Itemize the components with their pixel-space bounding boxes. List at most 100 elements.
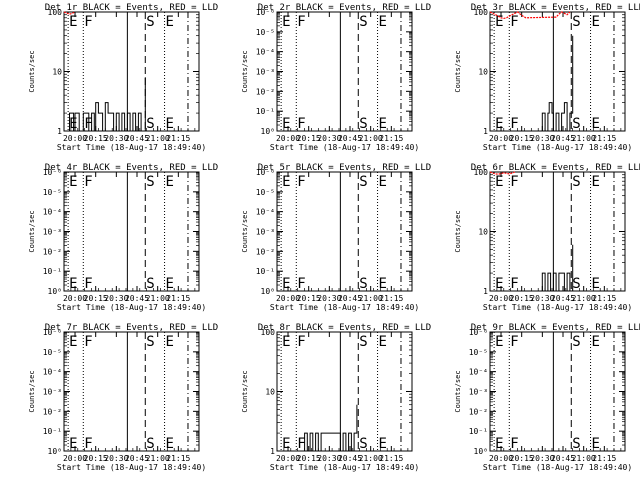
y-tick-label: 10⁻⁴ bbox=[256, 208, 275, 217]
marker-label: F bbox=[297, 116, 305, 132]
panel-title: Det 2r BLACK = Events, RED = LLD bbox=[258, 3, 431, 13]
x-tick-label: 20:00 bbox=[276, 134, 300, 143]
x-tick-label: 20:45 bbox=[125, 454, 149, 463]
x-tick-label: 20:15 bbox=[297, 134, 321, 143]
x-tick-label: 20:45 bbox=[338, 294, 362, 303]
panel-det-2r: Det 2r BLACK = Events, RED = LLD 10⁰ 10⁻¹ 1… bbox=[241, 3, 431, 152]
y-axis-label: Counts/sec bbox=[28, 50, 36, 92]
lld-series-line bbox=[489, 171, 516, 175]
x-tick-label: 20:45 bbox=[338, 134, 362, 143]
marker-label: S bbox=[146, 116, 154, 132]
panel-title: Det 1r BLACK = Events, RED = LLD bbox=[45, 3, 218, 13]
y-tick-label: 1 bbox=[483, 287, 488, 296]
x-tick-label: 20:30 bbox=[530, 134, 554, 143]
y-tick-label: 10 bbox=[478, 68, 488, 77]
marker-label: E bbox=[282, 436, 290, 452]
marker-label: E bbox=[495, 14, 503, 30]
marker-label: E bbox=[69, 174, 77, 190]
marker-label: F bbox=[510, 436, 518, 452]
x-tick-label: 21:15 bbox=[592, 134, 616, 143]
marker-label: E bbox=[379, 436, 387, 452]
y-tick-label: 10⁻⁴ bbox=[469, 368, 488, 377]
marker-label: E bbox=[166, 14, 174, 30]
marker-label: S bbox=[572, 14, 580, 30]
y-tick-label: 100 bbox=[474, 8, 489, 17]
marker-label: S bbox=[572, 276, 580, 292]
y-tick-label: 10⁻¹ bbox=[256, 267, 275, 276]
marker-label: F bbox=[510, 276, 518, 292]
y-tick-label: 10⁻² bbox=[469, 407, 488, 416]
marker-label: F bbox=[84, 14, 92, 30]
y-tick-label: 10⁻¹ bbox=[469, 427, 488, 436]
marker-label: E bbox=[69, 14, 77, 30]
panel-det-3r: Det 3r BLACK = Events, RED = LLD 1 10 100 20… bbox=[454, 3, 640, 152]
y-tick-label: 10⁰ bbox=[48, 447, 62, 456]
x-tick-label: 21:00 bbox=[359, 294, 383, 303]
x-axis-label: Start Time (18-Aug-17 18:49:40) bbox=[57, 463, 206, 472]
marker-label: F bbox=[297, 14, 305, 30]
x-tick-label: 20:45 bbox=[551, 454, 575, 463]
marker-label: S bbox=[359, 334, 367, 350]
x-axis-label: Start Time (18-Aug-17 18:49:40) bbox=[270, 143, 419, 152]
x-tick-label: 20:45 bbox=[125, 134, 149, 143]
panel-det-8r: Det 8r BLACK = Events, RED = LLD 1 10 100 20… bbox=[241, 323, 431, 472]
y-tick-label: 10⁻³ bbox=[256, 228, 275, 237]
x-tick-label: 21:00 bbox=[146, 294, 170, 303]
y-tick-label: 10⁻⁵ bbox=[256, 28, 275, 37]
y-tick-label: 10⁻³ bbox=[43, 388, 62, 397]
marker-label: E bbox=[379, 174, 387, 190]
marker-label: E bbox=[69, 334, 77, 350]
x-axis-label: Start Time (18-Aug-17 18:49:40) bbox=[57, 303, 206, 312]
y-axis-label: Counts/sec bbox=[241, 210, 249, 252]
marker-label: E bbox=[282, 116, 290, 132]
x-tick-label: 21:00 bbox=[572, 454, 596, 463]
y-tick-label: 10⁻³ bbox=[43, 228, 62, 237]
y-tick-label: 10⁻¹ bbox=[256, 107, 275, 116]
y-tick-label: 10⁻¹ bbox=[43, 267, 62, 276]
x-tick-label: 20:30 bbox=[317, 454, 341, 463]
y-tick-label: 10⁻² bbox=[43, 407, 62, 416]
x-tick-label: 20:15 bbox=[297, 454, 321, 463]
marker-label: E bbox=[592, 334, 600, 350]
y-tick-label: 10⁰ bbox=[261, 127, 275, 136]
y-tick-label: 10⁻³ bbox=[256, 68, 275, 77]
marker-label: E bbox=[379, 116, 387, 132]
y-axis-label: Counts/sec bbox=[454, 50, 462, 92]
x-axis-label: Start Time (18-Aug-17 18:49:40) bbox=[483, 143, 632, 152]
events-series-line bbox=[301, 404, 358, 452]
marker-label: S bbox=[572, 436, 580, 452]
y-tick-label: 10⁻⁶ bbox=[256, 8, 275, 17]
y-tick-label: 10⁻⁶ bbox=[43, 168, 62, 177]
panel-title: Det 9r BLACK = Events, RED = LLD bbox=[471, 323, 640, 333]
marker-label: E bbox=[69, 276, 77, 292]
marker-label: F bbox=[297, 334, 305, 350]
y-tick-label: 100 bbox=[474, 168, 489, 177]
marker-label: S bbox=[146, 14, 154, 30]
y-tick-label: 10⁻⁶ bbox=[43, 328, 62, 337]
marker-label: S bbox=[359, 116, 367, 132]
x-tick-label: 20:15 bbox=[84, 454, 108, 463]
marker-label: E bbox=[166, 276, 174, 292]
marker-label: S bbox=[359, 436, 367, 452]
y-tick-label: 10⁰ bbox=[261, 287, 275, 296]
panel-title: Det 3r BLACK = Events, RED = LLD bbox=[471, 3, 640, 13]
x-tick-label: 20:30 bbox=[104, 454, 128, 463]
x-tick-label: 20:45 bbox=[338, 454, 362, 463]
marker-label: S bbox=[572, 334, 580, 350]
x-tick-label: 21:15 bbox=[379, 294, 403, 303]
marker-label: E bbox=[282, 14, 290, 30]
events-series-line bbox=[539, 35, 574, 132]
x-axis-label: Start Time (18-Aug-17 18:49:40) bbox=[270, 463, 419, 472]
x-tick-label: 20:30 bbox=[530, 294, 554, 303]
x-tick-label: 20:15 bbox=[84, 294, 108, 303]
x-tick-label: 20:45 bbox=[551, 134, 575, 143]
marker-label: F bbox=[297, 276, 305, 292]
marker-label: F bbox=[510, 334, 518, 350]
y-tick-label: 10 bbox=[52, 68, 62, 77]
x-tick-label: 21:00 bbox=[359, 454, 383, 463]
y-tick-label: 10⁻⁵ bbox=[469, 348, 488, 357]
marker-label: F bbox=[297, 436, 305, 452]
y-tick-label: 1 bbox=[483, 127, 488, 136]
panel-title: Det 7r BLACK = Events, RED = LLD bbox=[45, 323, 218, 333]
y-axis-label: Counts/sec bbox=[28, 210, 36, 252]
